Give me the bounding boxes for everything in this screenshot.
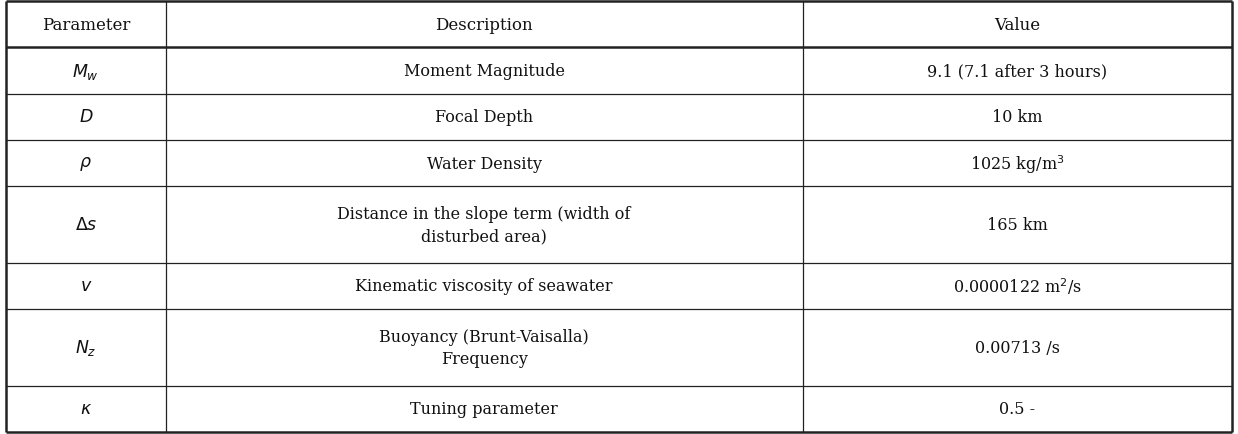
Text: Focal Depth: Focal Depth bbox=[435, 109, 534, 126]
Text: 10 km: 10 km bbox=[992, 109, 1042, 126]
Text: Kinematic viscosity of seawater: Kinematic viscosity of seawater bbox=[355, 278, 613, 295]
Text: Distance in the slope term (width of
distu​rbed area): Distance in the slope term (width of dis… bbox=[338, 206, 631, 245]
Text: 1025 kg/m$^{3}$: 1025 kg/m$^{3}$ bbox=[971, 152, 1065, 175]
Text: 165 km: 165 km bbox=[987, 217, 1047, 233]
Text: Tuning parameter: Tuning parameter bbox=[410, 400, 558, 417]
Text: $\mathit{D}$: $\mathit{D}$ bbox=[78, 109, 93, 126]
Text: Buoyancy (Brunt-Vaisalla)
Frequency: Buoyancy (Brunt-Vaisalla) Frequency bbox=[379, 328, 589, 367]
Text: 0.0000122 m$^{2}$/s: 0.0000122 m$^{2}$/s bbox=[953, 276, 1082, 296]
Text: $\mathit{\kappa}$: $\mathit{\kappa}$ bbox=[79, 400, 92, 417]
Text: $\mathit{v}$: $\mathit{v}$ bbox=[79, 278, 92, 295]
Text: 0.00713 /s: 0.00713 /s bbox=[974, 339, 1060, 356]
Text: Value: Value bbox=[994, 17, 1040, 34]
Text: Parameter: Parameter bbox=[42, 17, 130, 34]
Text: Moment Magnitude: Moment Magnitude bbox=[404, 63, 565, 80]
Text: Water Density: Water Density bbox=[427, 155, 542, 172]
Text: $\mathit{N}_{z}$: $\mathit{N}_{z}$ bbox=[76, 338, 97, 358]
Text: 9.1 (7.1 after 3 hours): 9.1 (7.1 after 3 hours) bbox=[927, 63, 1107, 80]
Text: $\mathit{M}_{w}$: $\mathit{M}_{w}$ bbox=[72, 62, 99, 82]
Text: $\Delta \mathit{s}$: $\Delta \mathit{s}$ bbox=[74, 217, 97, 233]
Text: 0.5 -: 0.5 - bbox=[999, 400, 1035, 417]
Text: Description: Description bbox=[436, 17, 534, 34]
Text: $\mathit{\rho}$: $\mathit{\rho}$ bbox=[79, 155, 93, 173]
